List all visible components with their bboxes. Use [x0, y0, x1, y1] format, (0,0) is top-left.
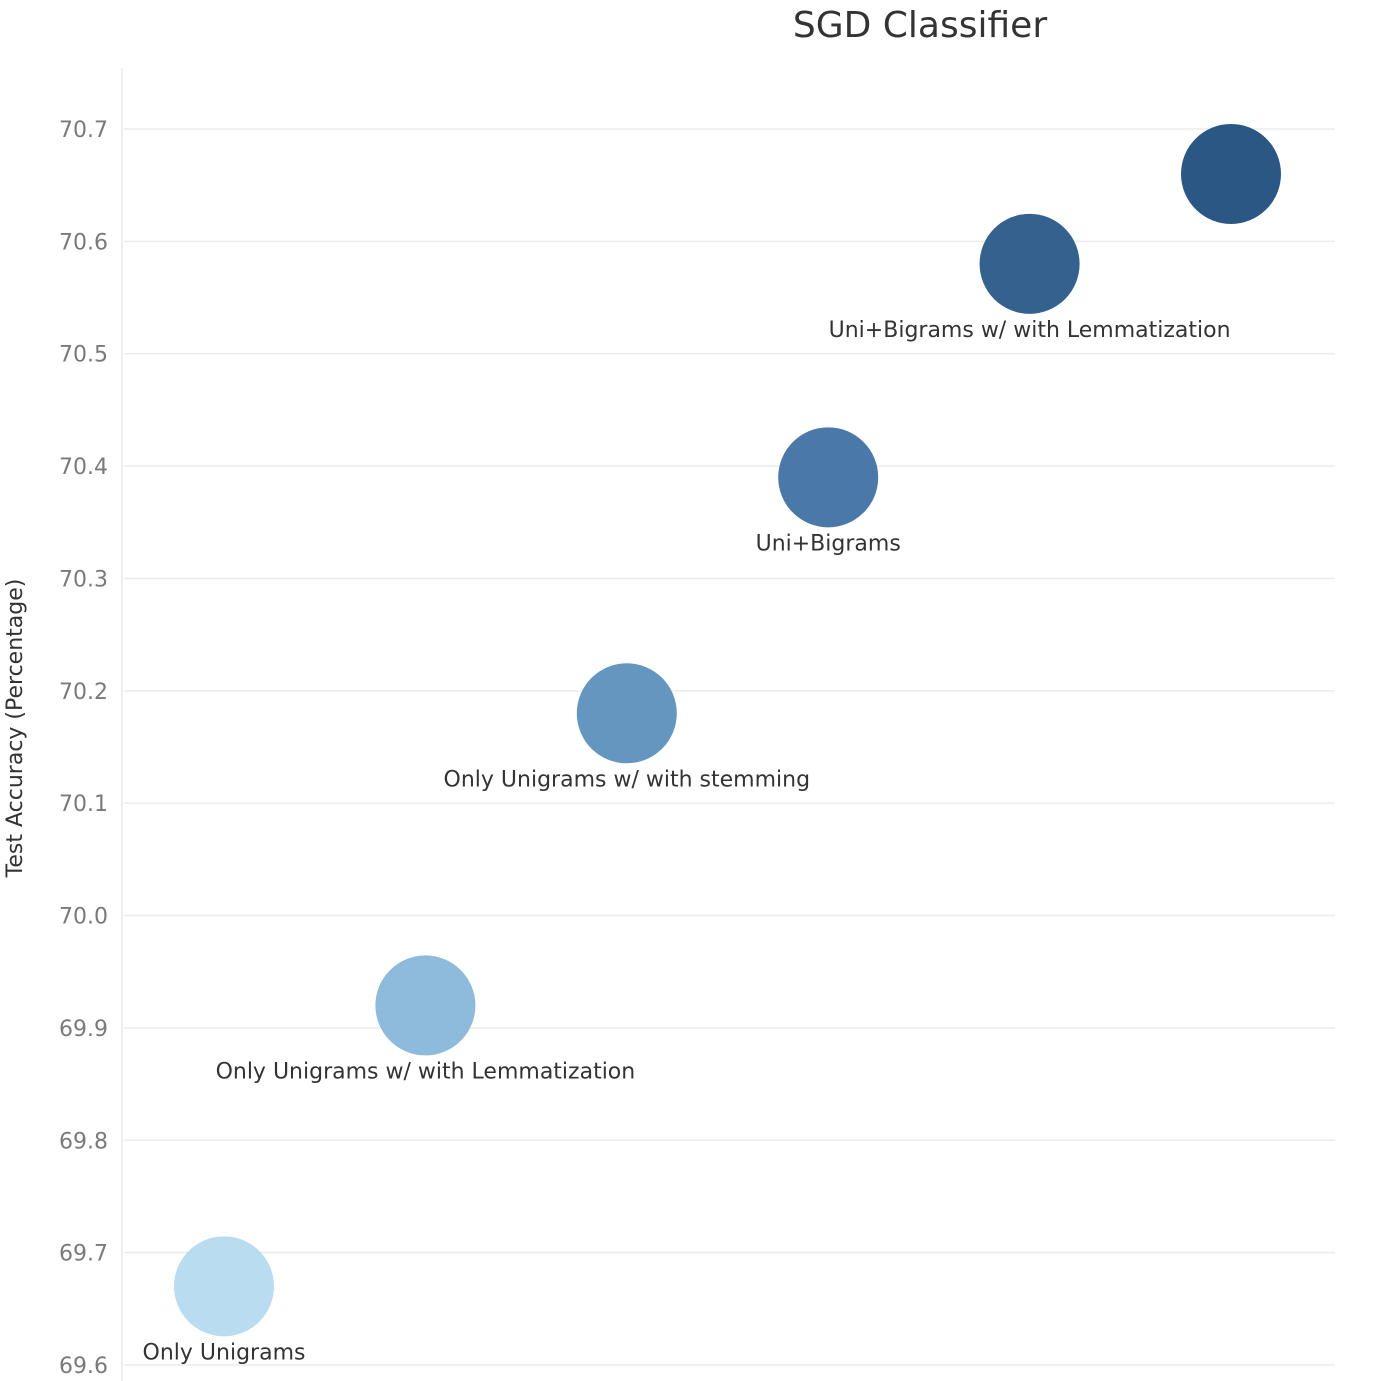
y-tick-label: 70.4	[59, 455, 108, 480]
data-point	[174, 1236, 274, 1337]
data-point	[1181, 123, 1281, 224]
point-label: Only Unigrams w/ with stemming	[444, 767, 811, 792]
gridlines	[124, 128, 1335, 1366]
y-tick-label: 69.7	[59, 1242, 108, 1267]
y-tick-label: 69.6	[59, 1354, 108, 1379]
data-points	[174, 123, 1281, 1337]
chart-title: SGD Classifier	[793, 5, 1047, 46]
point-labels: Only Unigrams Only Unigrams w/ with Lemma…	[143, 318, 1231, 1366]
y-tick-label: 70.6	[59, 230, 108, 255]
data-point	[778, 427, 879, 528]
data-point	[979, 213, 1080, 314]
point-label: Uni+Bigrams w/ with Lemmatization	[829, 318, 1231, 343]
y-tick-label: 70.2	[59, 680, 108, 705]
y-tick-label: 70.3	[59, 567, 108, 592]
y-tick-label: 70.5	[59, 343, 108, 368]
y-tick-label: 70.0	[59, 905, 108, 930]
data-point	[375, 955, 476, 1056]
y-tick-label: 70.7	[59, 118, 108, 143]
y-tick-label: 70.1	[59, 792, 108, 817]
y-tick-labels: 69.6 69.7 69.8 69.9 70.0 70.1 70.2 70.3 70.4 70.5…	[59, 118, 108, 1379]
point-label: Uni+Bigrams	[756, 531, 901, 556]
y-tick-label: 69.9	[59, 1017, 108, 1042]
point-label: Only Unigrams	[143, 1340, 306, 1365]
y-tick-label: 69.8	[59, 1129, 108, 1154]
point-label: Only Unigrams w/ with Lemmatization	[216, 1059, 636, 1084]
data-point	[576, 663, 677, 764]
y-axis-title: Test Accuracy (Percentage)	[3, 579, 28, 879]
